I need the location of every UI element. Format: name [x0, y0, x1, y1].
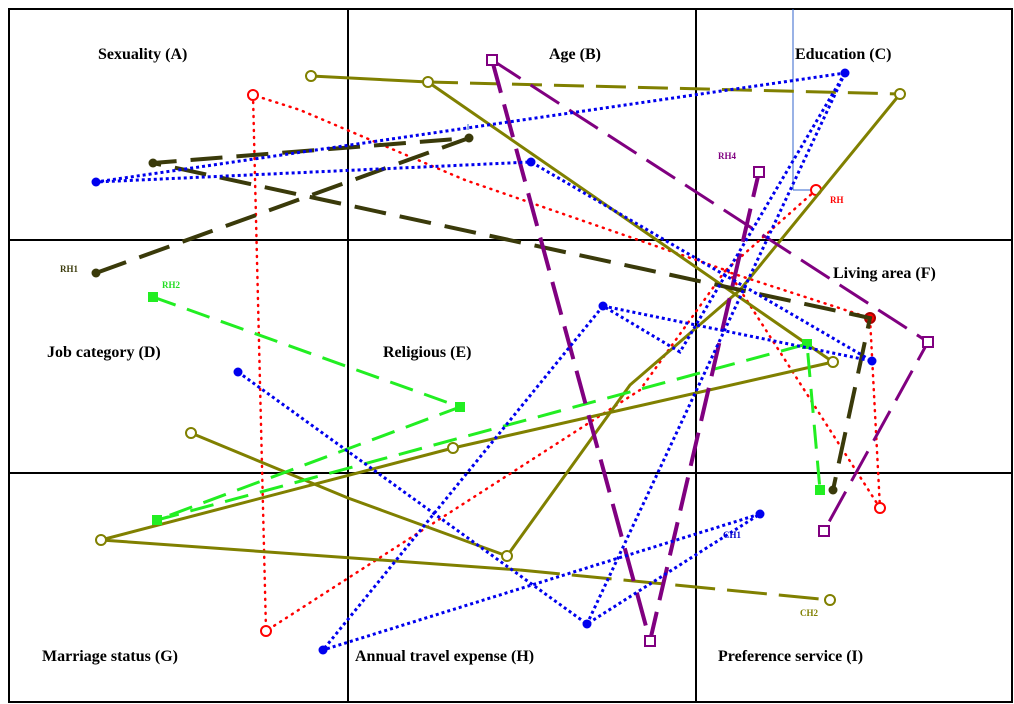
- path-ch2-line-dashed: [427, 80, 901, 96]
- path-rh-node: [260, 625, 272, 637]
- path-ch2-line-tail: [519, 568, 831, 602]
- path-ch1-node: [582, 619, 592, 629]
- path-rh2-node: [455, 402, 465, 412]
- path-ch1-node: [526, 157, 536, 167]
- path-ch2-node: [894, 88, 906, 100]
- path-ch1-node: [755, 509, 765, 519]
- path-rh4-label: RH4: [718, 151, 737, 161]
- path-ch2-label: CH2: [800, 608, 819, 618]
- path-rh1-node: [464, 133, 474, 143]
- path-ch2-node: [824, 594, 836, 606]
- path-rh2: RH2: [148, 280, 825, 525]
- cell-label-f: Living area (F): [833, 265, 936, 282]
- path-rh2-line: [152, 295, 822, 522]
- path-ch2-node: [95, 534, 107, 546]
- path-rh1-node: [148, 158, 158, 168]
- path-ch1-line: [321, 72, 847, 651]
- path-ch1-line-b: [95, 71, 873, 363]
- path-rh4: RH4: [486, 54, 934, 647]
- path-ch2-node: [827, 356, 839, 368]
- path-ch1-node: [840, 68, 850, 78]
- cell-label-e: Religious (E): [383, 344, 471, 361]
- path-ch2: CH2: [95, 70, 906, 618]
- cell-label-g: Marriage status (G): [42, 648, 178, 665]
- cell-labels: Sexuality (A) Age (B) Education (C) Job …: [42, 46, 936, 665]
- path-ch2-node: [185, 427, 197, 439]
- path-ch1-label: CH1: [723, 530, 742, 540]
- path-ch2-node: [422, 76, 434, 88]
- path-rh4-node: [818, 525, 830, 537]
- path-ch1-node: [318, 645, 328, 655]
- path-rh-label: RH: [830, 195, 844, 205]
- path-rh4-node: [922, 336, 934, 348]
- path-rh-branch: [723, 188, 818, 273]
- grid-frame: [8, 8, 1013, 703]
- path-rh2-label: RH2: [162, 280, 181, 290]
- path-rh1-node: [91, 268, 101, 278]
- path-rh4-node: [486, 54, 498, 66]
- cell-label-a: Sexuality (A): [98, 46, 187, 63]
- path-rh2-node: [802, 339, 812, 349]
- path-ch2-line-solid: [190, 93, 902, 558]
- path-ch1-node: [867, 356, 877, 366]
- path-rh2-node: [815, 485, 825, 495]
- path-rh-node: [874, 502, 886, 514]
- path-ch2-node: [447, 442, 459, 454]
- cell-label-h: Annual travel expense (H): [355, 648, 534, 665]
- path-rh4-node: [644, 635, 656, 647]
- path-rh: RH: [247, 89, 886, 637]
- path-ch2-node: [305, 70, 317, 82]
- path-ch1-node: [91, 177, 101, 187]
- path-rh1-node: [828, 485, 838, 495]
- path-ch2-node: [501, 550, 513, 562]
- path-rh2-node: [152, 515, 162, 525]
- path-rh1-label: RH1: [60, 264, 79, 274]
- path-ch1-line-c: [237, 370, 761, 652]
- cell-label-d: Job category (D): [47, 344, 161, 361]
- path-rh1: RH1: [60, 133, 873, 495]
- cell-label-b: Age (B): [549, 46, 601, 63]
- cell-label-c: Education (C): [795, 46, 891, 63]
- path-rh4-node: [753, 166, 765, 178]
- path-rh2-node: [148, 292, 158, 302]
- path-rh-node: [247, 89, 259, 101]
- cell-label-i: Preference service (I): [718, 648, 863, 665]
- path-ch1-node: [233, 367, 243, 377]
- path-ch1: CH1: [91, 68, 877, 655]
- path-ch1-node: [598, 301, 608, 311]
